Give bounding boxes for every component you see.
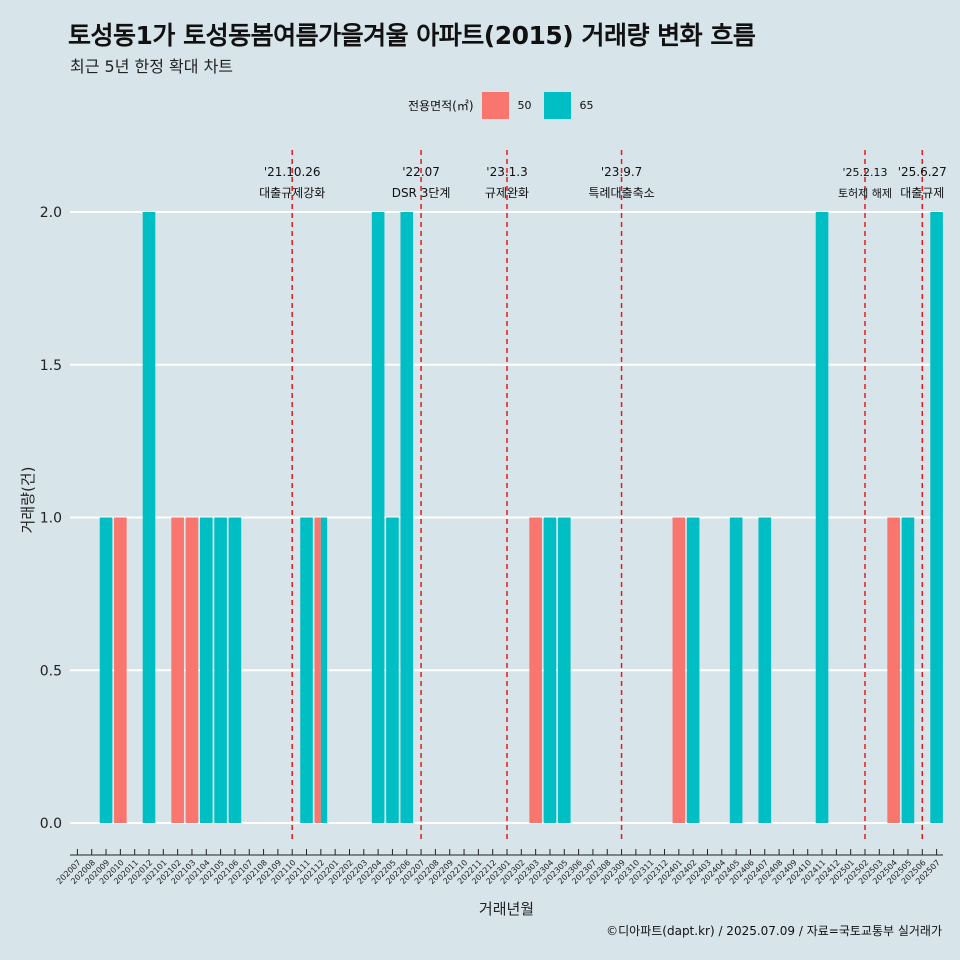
event-label-1: DSR 3단계 — [392, 186, 451, 200]
bar-65-202104 — [199, 517, 213, 823]
bar-65-202505 — [901, 517, 915, 823]
y-tick-label-4: 2.0 — [40, 205, 62, 221]
event-label-0: 대출규제강화 — [259, 186, 325, 200]
bar-65-202407 — [758, 517, 772, 823]
bar-65-202106 — [228, 517, 242, 823]
bar-65-202111 — [300, 517, 313, 823]
event-date-0: '21.10.26 — [264, 165, 321, 179]
y-tick-label-3: 1.5 — [40, 358, 62, 374]
event-date-1: '22.07 — [402, 165, 440, 179]
bar-65-202411 — [815, 212, 829, 823]
bar-50-202303 — [529, 517, 542, 823]
legend-swatch-50 — [481, 92, 509, 119]
bar-65-202405 — [729, 517, 743, 823]
legend-swatch-65 — [543, 92, 571, 119]
bar-65-202206 — [400, 212, 414, 823]
bar-65-202105 — [214, 517, 227, 823]
bar-50-202102 — [171, 517, 184, 823]
bar-65-202304 — [543, 517, 557, 823]
legend-label-50: 50 — [517, 99, 532, 112]
event-label-2: 규제완화 — [485, 186, 529, 200]
chart-title: 토성동1가 토성동봄여름가을겨울 아파트(2015) 거래량 변화 흐름 — [68, 21, 756, 50]
event-date-3: '23.9.7 — [601, 165, 642, 179]
y-axis-title: 거래량(건) — [19, 467, 37, 534]
bar-65-202205 — [386, 517, 399, 823]
x-axis-title: 거래년월 — [479, 900, 534, 918]
bar-50-202504 — [887, 517, 900, 823]
event-date-2: '23.1.3 — [486, 165, 527, 179]
y-tick-label-0: 0.0 — [40, 816, 62, 832]
bar-50-202103 — [185, 517, 199, 823]
event-date-4: '25.2.13 — [842, 166, 887, 179]
y-tick-label-1: 0.5 — [40, 663, 62, 679]
source-caption: ©디아파트(dapt.kr) / 2025.07.09 / 자료=국토교통부 실… — [606, 924, 942, 938]
legend-label-65: 65 — [579, 99, 594, 112]
bar-65-202507 — [930, 212, 943, 823]
event-label-5: 대출규제 — [900, 186, 944, 200]
y-tick-label-2: 1.0 — [40, 511, 62, 527]
legend-title: 전용면적(㎡) — [408, 99, 474, 113]
event-label-3: 특례대출축소 — [588, 186, 654, 200]
event-date-5: '25.6.27 — [898, 165, 947, 179]
event-label-4: 토허제 해제 — [838, 186, 892, 200]
bar-65-202112 — [320, 517, 328, 823]
bar-50-202401 — [672, 517, 686, 823]
bar-50-202112 — [314, 517, 321, 823]
chart-subtitle: 최근 5년 한정 확대 차트 — [70, 57, 234, 76]
bar-65-202009 — [99, 517, 113, 823]
bar-50-202010 — [114, 517, 127, 823]
bar-65-202012 — [142, 212, 156, 823]
legend: 전용면적(㎡) 50 65 — [408, 92, 606, 119]
bar-65-202204 — [371, 212, 385, 823]
bar-65-202402 — [686, 517, 700, 823]
bar-65-202305 — [557, 517, 571, 823]
